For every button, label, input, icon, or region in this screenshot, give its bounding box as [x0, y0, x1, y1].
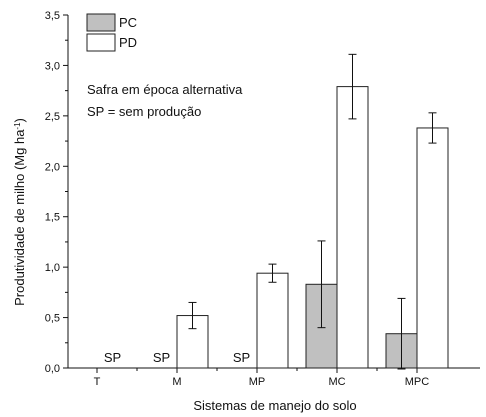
error-bar	[397, 297, 406, 370]
error-bar	[317, 240, 326, 329]
error-bar	[428, 112, 437, 144]
y-axis-title-close: )	[12, 118, 27, 122]
x-tick-label: MP	[249, 376, 266, 388]
legend-label-pd: PD	[119, 35, 137, 50]
y-axis-title-main: Produtividade de milho (Mg ha	[12, 129, 27, 306]
error-bar	[188, 301, 197, 330]
error-bar	[348, 53, 357, 120]
sp-label: SP	[233, 350, 250, 365]
bar-pd-mc	[336, 86, 369, 369]
legend-swatch-pd	[86, 33, 116, 52]
legend-swatch-pc	[86, 13, 116, 32]
legend: PC PD	[86, 13, 137, 52]
x-tick-label: M	[172, 376, 181, 388]
sp-labels: SP SP SP	[104, 350, 250, 365]
annotation-sp: SP = sem produção	[87, 104, 201, 119]
y-axis-title-sup: -1	[13, 122, 22, 130]
bars	[176, 86, 449, 369]
sp-label: SP	[153, 350, 170, 365]
x-tick-label: T	[94, 376, 101, 388]
y-axis: 0,0 0,5 1,0 1,5 2,0 2,5 3,0 3,5	[45, 10, 68, 375]
y-tick-label: 1,0	[45, 262, 60, 274]
x-axis: T M MP MC MPC	[94, 368, 430, 388]
y-tick-label: 3,5	[45, 10, 60, 22]
y-axis-title: Produtividade de milho (Mg ha-1)	[12, 118, 27, 306]
bar-pd-mp	[256, 272, 289, 369]
x-tick-label: MPC	[405, 376, 430, 388]
error-bar	[268, 263, 277, 283]
y-tick-label: 1,5	[45, 212, 60, 224]
y-tick-label: 3,0	[45, 60, 60, 72]
sp-label: SP	[104, 350, 121, 365]
error-bars	[188, 53, 437, 370]
x-axis-title: Sistemas de manejo do solo	[193, 398, 356, 413]
y-tick-label: 2,0	[45, 161, 60, 173]
bar-pd-mpc	[416, 127, 449, 369]
y-tick-label: 0,5	[45, 313, 60, 325]
annotation-safra: Safra em época alternativa	[87, 82, 243, 97]
x-tick-label: MC	[328, 376, 345, 388]
legend-label-pc: PC	[119, 15, 137, 30]
bar-pd-m	[176, 315, 209, 369]
y-tick-label: 2,5	[45, 111, 60, 123]
y-tick-label: 0,0	[45, 363, 60, 375]
